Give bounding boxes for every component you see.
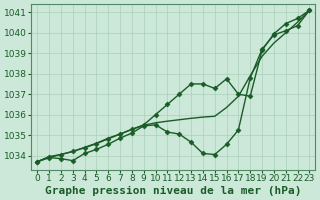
X-axis label: Graphe pression niveau de la mer (hPa): Graphe pression niveau de la mer (hPa) <box>45 186 301 196</box>
